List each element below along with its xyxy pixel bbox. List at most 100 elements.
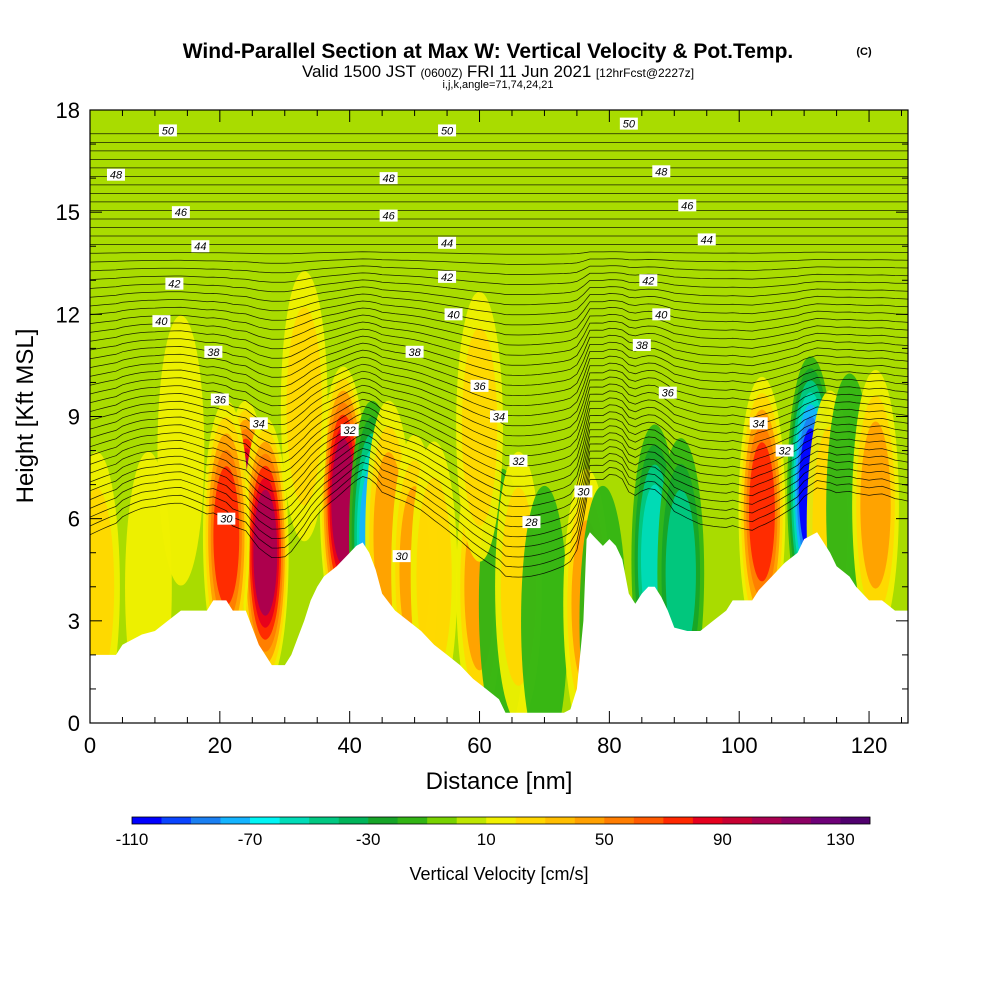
theta-contour: [90, 258, 908, 265]
colorbar-swatch: [722, 817, 753, 824]
y-tick-label: 18: [56, 98, 80, 123]
contour-label-text: 44: [194, 241, 206, 253]
colorbar-tick-label: -70: [238, 830, 263, 849]
theta-contour: [90, 279, 908, 295]
colorbar-frame: [131, 816, 871, 825]
contour-label: 34: [249, 417, 268, 430]
contour-label: 44: [438, 236, 457, 250]
y-tick-label: 15: [56, 200, 80, 225]
contour-label-text: 30: [395, 551, 408, 563]
theta-contour-labels: 50 50 50 48 48 48 46 46 46 44 44 44 42 42 42 40 40 40 38 38…: [106, 117, 794, 563]
x-tick-label: 120: [851, 733, 888, 758]
terrain: [90, 532, 908, 723]
contour-label-text: 34: [253, 418, 265, 430]
contour-label-text: 40: [155, 316, 168, 328]
colorbar: -110 -70 -30 10 50 90 130: [116, 816, 871, 849]
y-axis-label: Height [Kft MSL]: [12, 329, 39, 504]
velocity-cell: [521, 485, 568, 723]
contour-label: 34: [749, 417, 768, 430]
colorbar-swatch: [279, 817, 310, 824]
theta-contour: [90, 397, 908, 467]
colorbar-swatch: [191, 817, 221, 824]
theta-contour: [90, 383, 908, 447]
contour-label: 50: [438, 124, 457, 137]
theta-contour: [90, 300, 908, 326]
contour-label-bg: [470, 379, 489, 392]
contour-label-text: 30: [220, 514, 233, 526]
theta-contour: [90, 327, 908, 366]
y-tick-label: 0: [68, 711, 80, 736]
theta-contour: [90, 251, 908, 255]
x-tick-label: 60: [467, 733, 491, 758]
contour-label-text: 44: [441, 238, 453, 250]
theta-contour: [90, 439, 908, 528]
contour-label: 42: [639, 274, 658, 287]
contour-label: 32: [509, 454, 528, 468]
colorbar-swatch: [309, 817, 339, 824]
theta-contour: [90, 467, 908, 568]
colorbar-swatch: [604, 817, 635, 824]
contour-label-bg: [658, 386, 677, 399]
contour-label-text: 42: [642, 275, 654, 287]
theta-contours: [90, 133, 908, 578]
contour-label: 44: [191, 240, 210, 253]
contour-label: 38: [204, 345, 223, 359]
contour-label-bg: [165, 277, 184, 290]
contour-label: 28: [522, 516, 541, 529]
theta-contour: [90, 272, 908, 285]
velocity-cell: [90, 451, 120, 722]
contour-label-bg: [697, 233, 716, 246]
colorbar-swatch: [132, 817, 162, 824]
subtitle-date: FRI 11 Jun 2021: [467, 62, 591, 81]
contour-label-text: 48: [383, 173, 396, 185]
contour-label: 40: [652, 308, 671, 321]
contour-label: 46: [171, 206, 190, 219]
velocity-cell-band: [286, 307, 322, 506]
theta-contour: [90, 341, 908, 386]
theta-contour: [90, 293, 908, 316]
contour-label: 42: [438, 270, 457, 284]
chart-subtitle: Valid 1500 JST (0600Z) FRI 11 Jun 2021 […: [302, 62, 694, 81]
contour-label-text: 38: [207, 347, 220, 359]
subtitle-forecast: [12hrFcst@2227z]: [596, 66, 694, 80]
theta-contour: [90, 286, 908, 306]
theta-contour: [90, 348, 908, 396]
contour-label-bg: [574, 485, 593, 498]
contour-label-text: 32: [344, 425, 356, 437]
contour-label-bg: [652, 165, 671, 178]
contour-label-bg: [444, 308, 463, 321]
theta-contour: [90, 355, 908, 406]
contour-label-bg: [210, 393, 229, 406]
colorbar-swatch: [456, 817, 487, 824]
contour-label-bg: [652, 308, 671, 321]
colorbar-tick-label: -110: [116, 830, 149, 849]
contour-label: 38: [632, 338, 651, 352]
contour-label: 44: [697, 233, 716, 246]
contour-label: 30: [574, 485, 593, 498]
contour-label-text: 44: [701, 234, 713, 246]
y-tick-label: 6: [68, 507, 80, 532]
colorbar-swatch: [663, 817, 694, 824]
contour-label: 40: [152, 315, 171, 328]
colorbar-swatch: [338, 817, 369, 824]
contour-label-text: 40: [655, 309, 668, 321]
theta-contour: [90, 425, 908, 507]
theta-contour: [90, 418, 908, 497]
subtitle-valid: Valid 1500 JST: [302, 62, 416, 81]
theta-contour: [90, 334, 908, 376]
theta-contour: [90, 314, 908, 346]
chart-title: Wind-Parallel Section at Max W: Vertical…: [183, 40, 794, 63]
velocity-cell: [157, 315, 205, 586]
contour-label-bg: [106, 168, 125, 181]
x-tick-label: 80: [597, 733, 621, 758]
colorbar-swatch: [397, 817, 428, 824]
velocity-cell-band: [665, 489, 696, 657]
contour-label-text: 38: [408, 347, 421, 359]
colorbar-swatch: [781, 817, 812, 824]
velocity-cell-band: [521, 485, 568, 723]
contour-label-bg: [191, 240, 210, 253]
velocity-cell: [280, 271, 328, 542]
contour-label: 32: [775, 444, 794, 458]
contour-label: 32: [340, 424, 359, 437]
